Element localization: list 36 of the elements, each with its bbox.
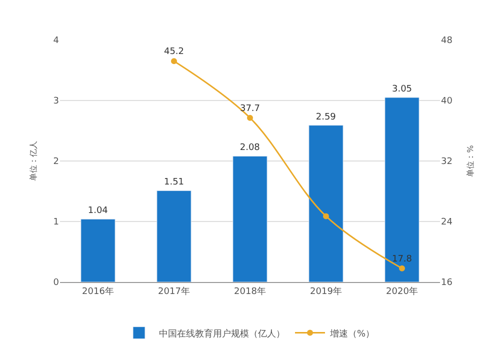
x-tick-label: 2019年	[310, 286, 342, 297]
y2-tick-label: 48	[441, 36, 453, 46]
bar	[156, 190, 192, 282]
data-label: 2.59	[316, 112, 336, 122]
point	[323, 213, 329, 220]
data-label: 2.08	[240, 143, 260, 154]
bar	[308, 125, 344, 282]
y2-tick-label: 24	[441, 218, 453, 228]
y2-tick-label: 40	[441, 96, 453, 107]
bar	[384, 97, 420, 282]
y-axis-title: 单位：亿人	[28, 141, 38, 181]
data-label: 3.05	[392, 84, 412, 94]
y2-tick-label: 32	[441, 157, 452, 168]
point	[171, 58, 177, 64]
x-tick-label: 2016年	[82, 286, 114, 297]
x-tick-label: 2017年	[158, 286, 190, 297]
point	[399, 265, 405, 272]
bar	[80, 218, 116, 282]
data-label: 1.51	[164, 178, 184, 188]
bar	[232, 156, 268, 282]
data-label: 37.7	[240, 104, 260, 114]
y-tick-label: 4	[53, 36, 60, 46]
y2-tick-label: 16	[441, 278, 453, 288]
data-label: 1.04	[88, 206, 108, 216]
y-tick-label: 0	[53, 278, 60, 288]
y-tick-label: 1	[53, 218, 59, 228]
x-tick-label: 2020年	[386, 286, 418, 297]
data-label: 45.2	[164, 47, 184, 58]
data-label: 17.8	[392, 254, 412, 264]
y-tick-label: 2	[53, 157, 59, 168]
legend-label: 中国在线教育用户规模（亿人）	[159, 328, 285, 340]
y-tick-label: 3	[53, 96, 59, 107]
x-tick-label: 2018年	[234, 286, 266, 297]
point	[247, 114, 253, 121]
y2-axis-title: 单位：%	[466, 144, 475, 177]
legend-label: 增速（%）	[329, 328, 375, 340]
